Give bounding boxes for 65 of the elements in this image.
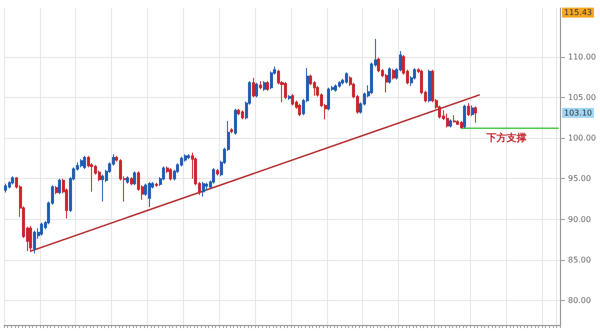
- candlestick: [446, 113, 449, 128]
- candlestick: [148, 181, 151, 208]
- candlestick: [155, 182, 158, 188]
- candlestick: [8, 180, 11, 189]
- candlestick: [255, 82, 258, 98]
- candlestick: [4, 183, 7, 194]
- candlestick: [270, 70, 273, 90]
- y-tick-label: 85.00: [568, 255, 591, 264]
- candlestick: [133, 170, 136, 186]
- candlestick: [80, 158, 83, 168]
- candlestick: [184, 154, 187, 162]
- candlestick: [388, 66, 391, 84]
- candlestick: [377, 57, 380, 73]
- candlestick: [288, 94, 291, 100]
- candlestick: [212, 168, 215, 184]
- candlestick: [33, 230, 36, 254]
- candlestick: [101, 174, 104, 202]
- candlestick: [291, 94, 294, 106]
- candlestick: [456, 120, 459, 126]
- candlestick: [187, 154, 190, 160]
- y-tick-label: 105.00: [568, 92, 596, 102]
- candlestick: [29, 225, 32, 252]
- candlestick: [428, 69, 431, 103]
- candlestick: [460, 120, 463, 129]
- y-tick-label: 80.00: [568, 296, 591, 306]
- candlestick: [58, 178, 61, 195]
- y-tick-label: 110.00: [568, 52, 596, 62]
- candlestick: [467, 102, 470, 117]
- candlestick: [202, 181, 205, 198]
- candlestick: [237, 108, 240, 116]
- candlestick: [334, 84, 337, 92]
- candlestick: [284, 81, 287, 100]
- annotation: 下方支撑: [485, 132, 526, 144]
- candlestick: [338, 80, 341, 88]
- candlestick: [40, 222, 43, 236]
- candlestick: [126, 176, 129, 184]
- candlestick: [453, 114, 456, 124]
- candlestick: [241, 110, 244, 120]
- candlestick: [345, 72, 348, 84]
- candlestick: [266, 80, 269, 92]
- candlestick: [259, 80, 262, 90]
- annotation: 115.43: [564, 8, 592, 18]
- y-tick-label: 100.00: [568, 134, 596, 143]
- candlestick: [130, 176, 133, 186]
- candlestick: [11, 176, 14, 185]
- candlestick: [83, 155, 86, 170]
- candlestick: [449, 118, 452, 128]
- candlestick: [471, 105, 474, 117]
- annotation: 103.10: [564, 108, 592, 118]
- candlestick: [474, 106, 477, 124]
- candlestick: [252, 77, 255, 98]
- candlestick: [216, 168, 219, 176]
- candlestick: [115, 155, 118, 162]
- candlestick: [55, 186, 58, 195]
- candlestick: [230, 128, 233, 134]
- y-tick-label: 90.00: [568, 214, 591, 224]
- candlestick: [327, 87, 330, 111]
- candlestick: [234, 108, 237, 136]
- candlestick: [392, 68, 395, 80]
- candlestick: [169, 168, 172, 181]
- candlestick: [298, 103, 301, 117]
- candlestick: [263, 80, 266, 92]
- y-tick-label: 95.00: [568, 174, 591, 184]
- candlestick: [385, 73, 388, 94]
- candlestick: [463, 104, 466, 129]
